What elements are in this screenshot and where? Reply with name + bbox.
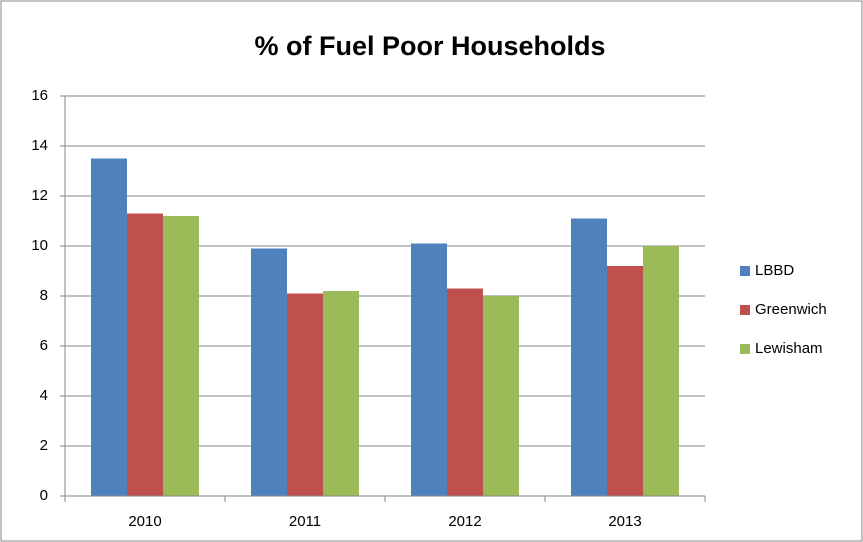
x-tick-label: 2012	[448, 513, 481, 530]
bar	[483, 296, 519, 496]
bar	[287, 293, 323, 496]
x-tick-label: 2010	[128, 513, 161, 530]
y-tick-label: 12	[31, 187, 48, 204]
chart-title: % of Fuel Poor Households	[254, 31, 605, 61]
bar	[571, 218, 607, 496]
legend-label: LBBD	[755, 262, 794, 279]
legend-label: Lewisham	[755, 340, 823, 357]
x-tick-label: 2011	[289, 513, 321, 530]
bar	[607, 266, 643, 496]
y-tick-label: 10	[31, 237, 48, 254]
bar	[643, 246, 679, 496]
y-tick-label: 8	[40, 287, 48, 304]
y-tick-label: 16	[31, 87, 48, 104]
y-tick-label: 2	[40, 437, 48, 454]
legend-swatch	[740, 344, 750, 354]
bar	[251, 248, 287, 496]
bar	[127, 213, 163, 496]
y-tick-label: 0	[40, 487, 48, 504]
bar	[323, 291, 359, 496]
y-tick-label: 4	[40, 387, 48, 404]
y-tick-label: 14	[31, 137, 48, 154]
legend-label: Greenwich	[755, 301, 827, 318]
legend-swatch	[740, 305, 750, 315]
x-tick-label: 2013	[608, 513, 641, 530]
bar	[411, 243, 447, 496]
bar	[91, 158, 127, 496]
bar	[163, 216, 199, 496]
y-tick-label: 6	[40, 337, 48, 354]
legend-swatch	[740, 266, 750, 276]
bar	[447, 288, 483, 496]
